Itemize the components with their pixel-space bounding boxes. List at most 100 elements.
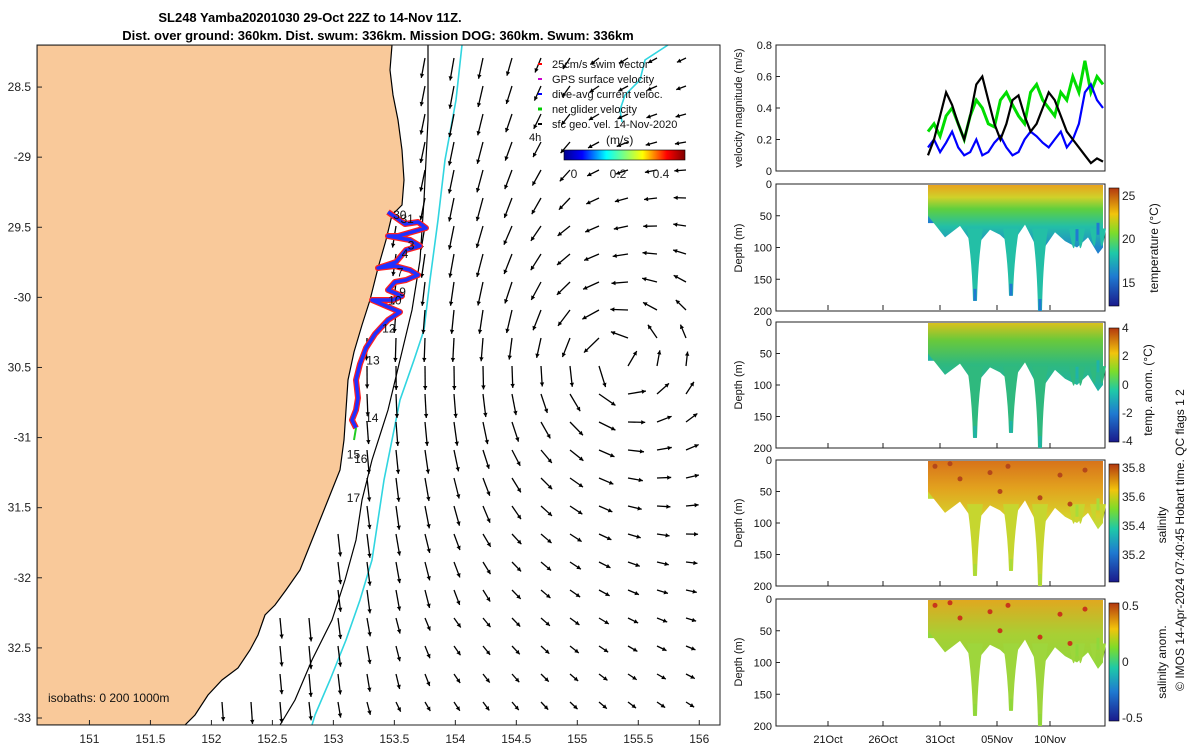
velocity-arrow-head bbox=[693, 560, 698, 566]
velocity-arrow-head bbox=[456, 545, 461, 551]
velocity-arrow-head bbox=[449, 329, 455, 334]
velocity-arrow-head bbox=[390, 243, 396, 248]
velocity-arrow-head bbox=[602, 704, 607, 709]
velocity-arrow-head bbox=[610, 331, 616, 336]
velocity-arrow-head bbox=[569, 382, 575, 387]
velocity-arrow-head bbox=[504, 156, 509, 161]
velocity-arrow-head bbox=[308, 637, 313, 642]
dive-profile-tip bbox=[1096, 637, 1100, 650]
velocity-arrow-head bbox=[367, 710, 372, 715]
svg-text:2: 2 bbox=[1122, 349, 1129, 363]
velocity-arrow-head bbox=[505, 99, 510, 104]
dive-profile bbox=[1032, 366, 1048, 448]
velocity-arrow-head bbox=[546, 433, 551, 439]
velocity-arrow-head bbox=[517, 539, 522, 545]
velocity-arrow bbox=[394, 337, 397, 362]
velocity-arrow-head bbox=[586, 200, 591, 205]
velocity-arrow-head bbox=[396, 551, 402, 556]
velocity-arrow-head bbox=[476, 159, 481, 164]
velocity-arrow-head bbox=[557, 260, 562, 265]
dive-profile bbox=[967, 643, 983, 716]
isobath-200 bbox=[311, 45, 669, 725]
velocity-arrow-head bbox=[476, 130, 481, 136]
velocity-arrow-head bbox=[574, 620, 580, 625]
depth-tick-label: 150 bbox=[754, 274, 772, 286]
svg-text:25cm/s swim vector: 25cm/s swim vector bbox=[552, 59, 649, 71]
velocity-panel: 0 0.2 0.4 0.6 0.8 velocity magnitude (m/s) bbox=[733, 40, 1106, 178]
velocity-arrow-head bbox=[485, 678, 490, 683]
track-day-label: 3 bbox=[408, 239, 415, 253]
velocity-arrow-head bbox=[419, 273, 425, 278]
velocity-arrow-head bbox=[456, 600, 461, 605]
velocity-arrow-head bbox=[692, 413, 698, 418]
velocity-arrow-head bbox=[666, 504, 671, 509]
velocity-arrow-head bbox=[479, 357, 484, 362]
velocity-arrow-head bbox=[419, 187, 424, 192]
velocity-arrow-head bbox=[574, 648, 579, 653]
map-y-tick-label: 29.5 bbox=[8, 220, 32, 234]
depth-tick-label: 50 bbox=[760, 487, 772, 499]
velocity-arrow-head bbox=[619, 59, 624, 64]
velocity-arrow-head bbox=[590, 60, 595, 65]
salinity-anomaly-cbar-label: salinity anom. bbox=[1155, 625, 1169, 698]
svg-text:net glider velocity: net glider velocity bbox=[552, 104, 637, 116]
velocity-arrow-head bbox=[644, 169, 650, 174]
velocity-arrow-head bbox=[587, 172, 592, 177]
salinity-sample bbox=[1005, 463, 1011, 469]
velocity-arrow-head bbox=[514, 677, 520, 683]
velocity-arrow-head bbox=[611, 280, 616, 286]
legend-item-swim: 25cm/s swim vector bbox=[538, 59, 649, 71]
velocity-arrow-head bbox=[485, 705, 490, 711]
velocity-arrow-head bbox=[676, 86, 681, 91]
velocity-arrow-head bbox=[547, 484, 553, 490]
velocity-arrow-head bbox=[447, 217, 453, 222]
velocity-arrow-head bbox=[505, 328, 510, 333]
salinity-sample bbox=[1082, 606, 1088, 612]
track-day-label: 7 bbox=[397, 265, 404, 279]
dive-profile bbox=[1090, 504, 1106, 522]
velocity-arrow-head bbox=[530, 236, 535, 241]
velocity-arrow-head bbox=[420, 301, 425, 306]
velocity-arrow-head bbox=[393, 385, 399, 390]
salinity-sample bbox=[1067, 501, 1073, 507]
velocity-arrow-head bbox=[634, 591, 639, 596]
velocity-arrow-head bbox=[456, 572, 461, 578]
map-y-tick-label: 28.5 bbox=[8, 80, 32, 94]
velocity-arrow-head bbox=[486, 518, 491, 523]
velocity-series-line bbox=[926, 74, 1104, 165]
map-frame bbox=[36, 44, 721, 726]
velocity-arrow-head bbox=[516, 461, 521, 466]
depth-tick-label: 0 bbox=[766, 179, 772, 191]
velocity-arrow-head bbox=[667, 445, 672, 451]
dive-profile bbox=[1003, 228, 1019, 296]
velocity-arrow-head bbox=[516, 594, 521, 599]
velocity-arrow-head bbox=[616, 142, 622, 148]
velocity-arrow-head bbox=[656, 350, 662, 355]
velocity-arrow-head bbox=[530, 265, 535, 271]
velocity-arrow-head bbox=[514, 705, 519, 711]
velocity-arrow-head bbox=[220, 717, 226, 722]
salinity-sample bbox=[1057, 611, 1063, 617]
velocity-arrow-head bbox=[675, 299, 681, 305]
svg-text:35.4: 35.4 bbox=[1122, 519, 1146, 533]
depth-tick-label: 50 bbox=[760, 349, 772, 361]
velocity-arrow-head bbox=[448, 76, 453, 81]
velocity-arrow-head bbox=[447, 161, 453, 166]
dive-profile-tip bbox=[973, 425, 977, 438]
velocity-arrow-head bbox=[561, 120, 566, 126]
svg-text:20: 20 bbox=[1122, 232, 1136, 246]
velocity-arrow-head bbox=[448, 132, 453, 138]
salinity-cbar-label: salinity bbox=[1155, 507, 1169, 544]
dive-profile bbox=[1090, 643, 1106, 662]
velocity-arrow-head bbox=[516, 514, 521, 520]
velocity-arrow-head bbox=[607, 508, 613, 513]
velocity-arrow-head bbox=[673, 222, 678, 227]
temperature-ylabel: Depth (m) bbox=[733, 224, 745, 273]
depth-tick-label: 100 bbox=[754, 658, 772, 670]
legend-item-dive-avg: dive-avg current veloc. bbox=[538, 89, 663, 101]
velocity-arrow-head bbox=[676, 58, 682, 63]
salinity-sample bbox=[957, 476, 963, 482]
velocity-arrow bbox=[453, 393, 457, 418]
